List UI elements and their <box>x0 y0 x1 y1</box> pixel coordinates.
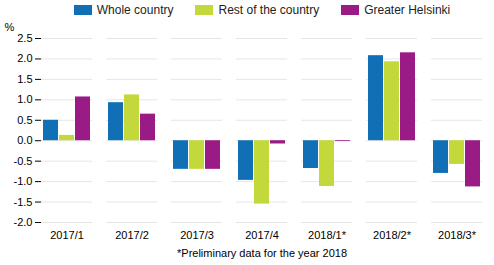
svg-text:2018/1*: 2018/1* <box>308 229 347 241</box>
svg-text:2.5: 2.5 <box>17 32 32 44</box>
svg-text:-1.5: -1.5 <box>14 196 33 208</box>
svg-text:*Preliminary data for the year: *Preliminary data for the year 2018 <box>177 247 347 259</box>
svg-text:0.0: 0.0 <box>17 134 32 146</box>
svg-text:-2.0: -2.0 <box>14 216 33 228</box>
svg-text:2018/3*: 2018/3* <box>438 229 477 241</box>
svg-text:1.5: 1.5 <box>17 73 32 85</box>
svg-text:%: % <box>5 21 15 33</box>
html-text:Greater Helsinki: Greater Helsinki <box>364 3 451 17</box>
svg-text:2018/2*: 2018/2* <box>373 229 412 241</box>
svg-text:1.0: 1.0 <box>17 93 32 105</box>
svg-text:2.0: 2.0 <box>17 52 32 64</box>
svg-text:2017/3: 2017/3 <box>180 229 214 241</box>
svg-text:2017/4: 2017/4 <box>245 229 279 241</box>
html-text:Rest of the country: Rest of the country <box>218 3 320 17</box>
svg-text:-1.0: -1.0 <box>14 175 33 187</box>
svg-text:-0.5: -0.5 <box>14 155 33 167</box>
svg-text:2017/2: 2017/2 <box>115 229 149 241</box>
svg-text:0.5: 0.5 <box>17 114 32 126</box>
html-text:Whole country: Whole country <box>96 3 174 17</box>
svg-text:2017/1: 2017/1 <box>50 229 84 241</box>
